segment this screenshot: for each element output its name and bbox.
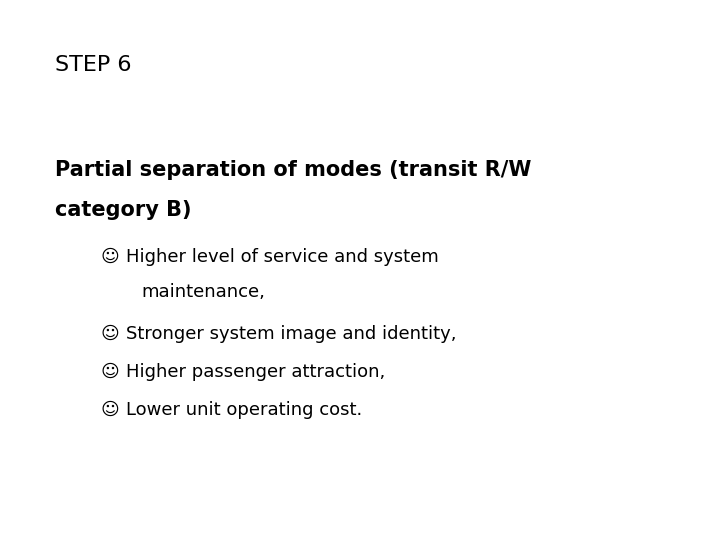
Text: Stronger system image and identity,: Stronger system image and identity, <box>126 325 456 343</box>
Text: Higher level of service and system: Higher level of service and system <box>126 248 438 266</box>
Text: ☺: ☺ <box>100 325 119 343</box>
Text: category B): category B) <box>55 200 192 220</box>
Text: ☺: ☺ <box>100 248 119 266</box>
Text: Lower unit operating cost.: Lower unit operating cost. <box>126 401 362 419</box>
Text: Higher passenger attraction,: Higher passenger attraction, <box>126 363 385 381</box>
Text: ☺: ☺ <box>100 363 119 381</box>
Text: maintenance,: maintenance, <box>142 283 266 301</box>
Text: STEP 6: STEP 6 <box>55 55 131 75</box>
Text: Partial separation of modes (transit R/W: Partial separation of modes (transit R/W <box>55 160 531 180</box>
Text: ☺: ☺ <box>100 401 119 419</box>
